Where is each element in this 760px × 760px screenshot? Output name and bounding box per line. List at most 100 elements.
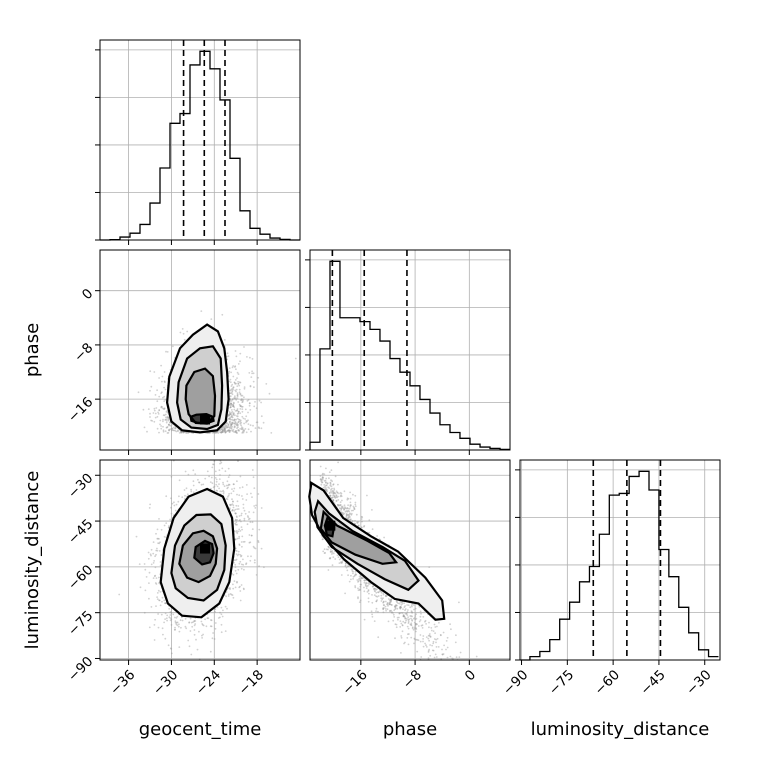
scatter-point [233, 381, 236, 384]
scatter-point [227, 429, 229, 432]
scatter-point [228, 429, 231, 431]
scatter-point [236, 432, 239, 434]
scatter-point [227, 423, 230, 426]
scatter-point [154, 416, 157, 419]
scatter-point [230, 409, 233, 411]
scatter-point [236, 500, 239, 503]
scatter-point [229, 588, 231, 591]
panel-frame [519, 459, 721, 661]
scatter-point [229, 429, 231, 432]
scatter-point [218, 469, 221, 472]
scatter-point [168, 423, 170, 426]
scatter-point [212, 486, 215, 489]
scatter-point [238, 562, 241, 565]
scatter-point [196, 648, 199, 651]
scatter-point [153, 639, 156, 641]
scatter-point [250, 430, 252, 433]
scatter-point [251, 496, 253, 498]
scatter-point [240, 541, 243, 543]
scatter-point [163, 400, 166, 403]
scatter-point [230, 404, 233, 407]
scatter-point [221, 431, 223, 433]
scatter-point [260, 547, 263, 550]
scatter-point [188, 645, 191, 648]
scatter-point [223, 430, 226, 432]
scatter-point [233, 422, 236, 425]
gridlines [100, 40, 300, 240]
scatter-point [240, 567, 243, 570]
scatter-point [169, 421, 171, 424]
scatter-point [228, 404, 231, 407]
scatter-point [162, 396, 164, 399]
scatter-point [228, 422, 231, 424]
scatter-point [228, 420, 231, 423]
scatter-point [158, 431, 160, 434]
scatter-point [231, 421, 234, 424]
scatter-point [232, 583, 234, 586]
scatter-point [183, 489, 186, 491]
scatter-point [227, 429, 230, 432]
scatter-point [194, 473, 197, 475]
scatter-point [235, 430, 238, 432]
scatter-point [200, 620, 203, 623]
scatter-point [233, 418, 236, 421]
scatter-point [163, 380, 166, 383]
scatter-point [164, 618, 167, 620]
scatter-point [234, 566, 237, 568]
scatter-point [247, 555, 249, 558]
scatter-point [228, 417, 231, 420]
scatter-point [235, 515, 238, 518]
scatter-point [201, 634, 203, 637]
scatter-point [176, 624, 179, 627]
scatter-point [242, 430, 244, 433]
scatter-point [230, 411, 233, 414]
scatter-point [218, 429, 221, 432]
scatter-point [233, 559, 236, 561]
scatter-point [231, 366, 234, 369]
scatter-point [170, 611, 173, 614]
scatter-point [226, 607, 228, 610]
scatter-point [234, 519, 237, 522]
scatter-point [209, 650, 212, 653]
scatter-point [234, 538, 237, 541]
scatter-point [240, 520, 242, 523]
scatter-point [222, 491, 225, 493]
scatter-point [149, 389, 151, 392]
scatter-point [153, 575, 156, 578]
scatter-point [232, 419, 235, 422]
scatter-point [241, 498, 244, 500]
scatter-point [240, 438, 242, 440]
scatter-point [169, 614, 172, 616]
scatter-point [231, 422, 234, 425]
scatter-point [239, 420, 242, 423]
scatter-point [245, 415, 248, 418]
scatter-point [234, 423, 237, 426]
scatter-point [145, 576, 148, 578]
scatter-point [214, 432, 217, 434]
scatter-point [153, 371, 156, 373]
scatter-point [154, 618, 157, 621]
scatter-point [226, 426, 229, 429]
scatter-point [159, 564, 162, 567]
scatter-point [165, 418, 168, 421]
scatter-point [220, 431, 222, 434]
scatter-point [231, 389, 234, 392]
scatter-point [161, 407, 164, 410]
scatter-point [235, 355, 238, 358]
scatter-point [187, 639, 190, 642]
scatter-point [198, 630, 200, 633]
scatter-point [212, 431, 215, 434]
scatter-point [166, 409, 169, 412]
scatter-point [250, 534, 253, 537]
scatter-point [221, 429, 224, 431]
scatter-point [232, 403, 235, 406]
scatter-point [247, 516, 250, 519]
scatter-point [230, 402, 232, 405]
scatter-point [170, 512, 173, 515]
scatter-point [236, 424, 239, 427]
scatter-point [184, 497, 186, 500]
scatter-point [172, 345, 174, 348]
scatter-point [236, 580, 238, 583]
scatter-point [185, 431, 187, 434]
scatter-point [236, 409, 239, 412]
